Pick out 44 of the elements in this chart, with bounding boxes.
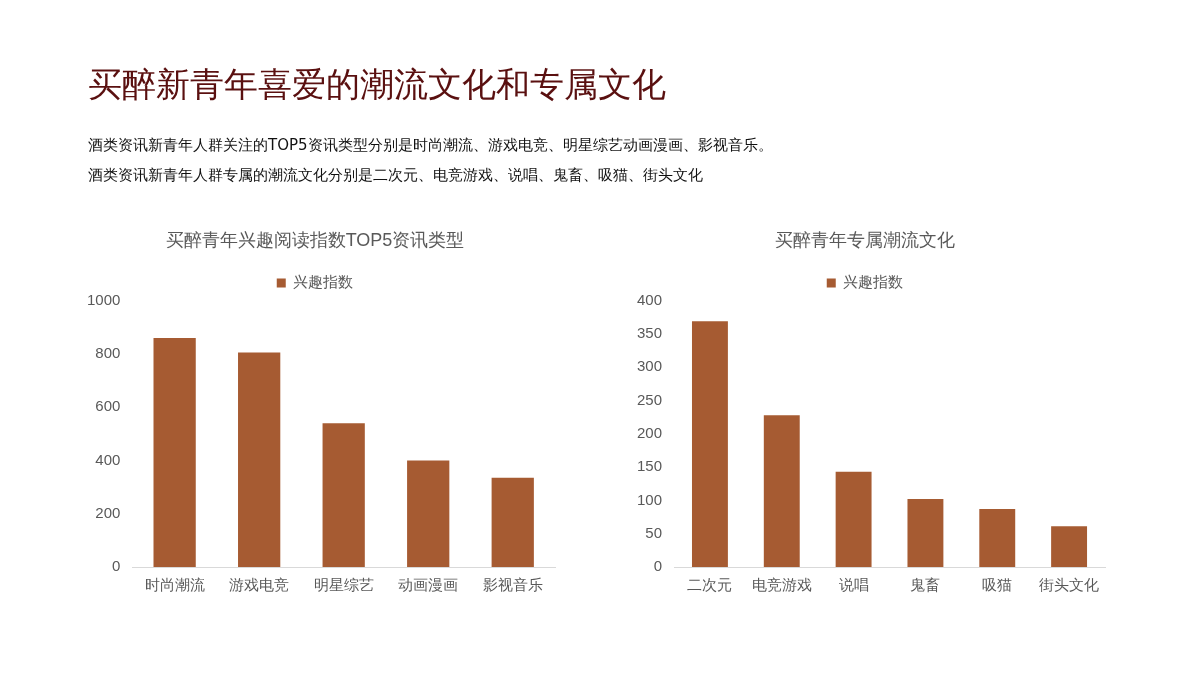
bar (153, 337, 196, 567)
chart-title: 买醉青年专属潮流文化 (775, 229, 955, 250)
bar (1051, 526, 1088, 567)
bar (407, 460, 450, 567)
y-tick-label: 0 (112, 557, 121, 575)
y-tick-label: 600 (95, 397, 121, 415)
x-tick-label: 鬼畜 (910, 576, 941, 594)
bar (835, 471, 872, 567)
x-tick-label: 影视音乐 (482, 576, 543, 594)
x-tick-label: 明星综艺 (313, 576, 374, 594)
x-tick-label: 二次元 (687, 576, 733, 594)
y-tick-label: 100 (637, 490, 663, 508)
x-tick-label: 说唱 (838, 576, 869, 594)
y-tick-label: 200 (637, 423, 663, 441)
chart-title: 买醉青年兴趣阅读指数TOP5资讯类型 (165, 229, 465, 250)
y-tick-label: 400 (637, 290, 663, 308)
x-tick-label: 动画漫画 (398, 576, 459, 594)
y-tick-label: 250 (637, 390, 663, 408)
x-tick-label: 电竞游戏 (751, 576, 812, 594)
text: 酒类资讯新青年人群专属的潮流文化分别是二次元、电竞游戏、说唱、鬼畜、吸猫、街头文化 (88, 165, 704, 186)
text: 酒类资讯新青年人群关注的TOP5资讯类型分别是时尚潮流、游戏电竞、明星综艺动画漫画、影视音乐。 (88, 135, 773, 156)
y-tick-label: 1000 (86, 290, 121, 308)
y-tick-label: 400 (95, 450, 121, 468)
bar (491, 477, 534, 567)
bar (907, 499, 944, 567)
y-tick-label: 300 (637, 357, 663, 375)
y-tick-label: 0 (653, 557, 663, 575)
bar (322, 423, 365, 567)
bar (691, 321, 728, 567)
bar (238, 352, 281, 567)
text: 买醉新青年喜爱的潮流文化和专属文化 (88, 63, 667, 106)
y-tick-label: 50 (645, 523, 663, 541)
bar (979, 509, 1016, 567)
legend-label: 兴趣指数 (843, 273, 904, 291)
y-tick-label: 800 (95, 344, 121, 362)
y-tick-label: 150 (637, 457, 663, 475)
x-tick-label: 时尚潮流 (144, 576, 205, 594)
x-tick-label: 吸猫 (982, 576, 1013, 594)
bar (763, 415, 800, 567)
x-tick-label: 游戏电竞 (229, 576, 290, 594)
x-tick-label: 街头文化 (1039, 576, 1100, 594)
legend-label: 兴趣指数 (293, 273, 354, 291)
y-tick-label: 200 (95, 503, 121, 521)
y-tick-label: 350 (637, 324, 663, 342)
